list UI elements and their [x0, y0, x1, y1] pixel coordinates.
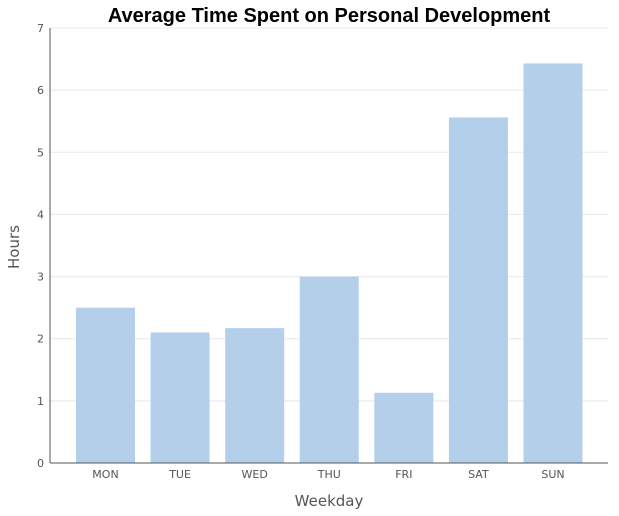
x-axis-title: Weekday [295, 492, 364, 510]
bar-mon [76, 307, 135, 463]
axes [49, 28, 608, 464]
bar-sat [448, 117, 508, 463]
y-axis-title: Hours [5, 225, 23, 269]
y-tick-label: 2 [37, 333, 44, 346]
y-tick-label: 7 [37, 22, 44, 35]
y-tick-label: 1 [37, 395, 44, 408]
y-tick-label: 3 [37, 271, 44, 284]
x-tick-label: FRI [395, 468, 412, 481]
chart-title: Average Time Spent on Personal Developme… [108, 5, 551, 27]
x-tick-label: SAT [468, 468, 489, 481]
x-tick-label: SUN [541, 468, 564, 481]
y-tick-label: 6 [37, 84, 44, 97]
y-tick-labels: 0 1 2 3 4 5 6 7 [37, 22, 44, 470]
bar-tue [150, 332, 210, 463]
y-tick-label: 4 [37, 208, 44, 221]
bars [76, 63, 583, 464]
x-tick-label: WED [242, 468, 268, 481]
y-tick-label: 0 [37, 457, 44, 470]
bar-sun [523, 63, 583, 464]
bar-thu [299, 276, 359, 463]
bar-fri [374, 392, 434, 463]
x-tick-labels: MON TUE WED THU FRI SAT SUN [92, 468, 564, 481]
bar-wed [225, 328, 285, 463]
x-tick-label: TUE [168, 468, 191, 481]
x-tick-label: THU [317, 468, 341, 481]
x-tick-label: MON [92, 468, 118, 481]
y-tick-label: 5 [37, 146, 44, 159]
